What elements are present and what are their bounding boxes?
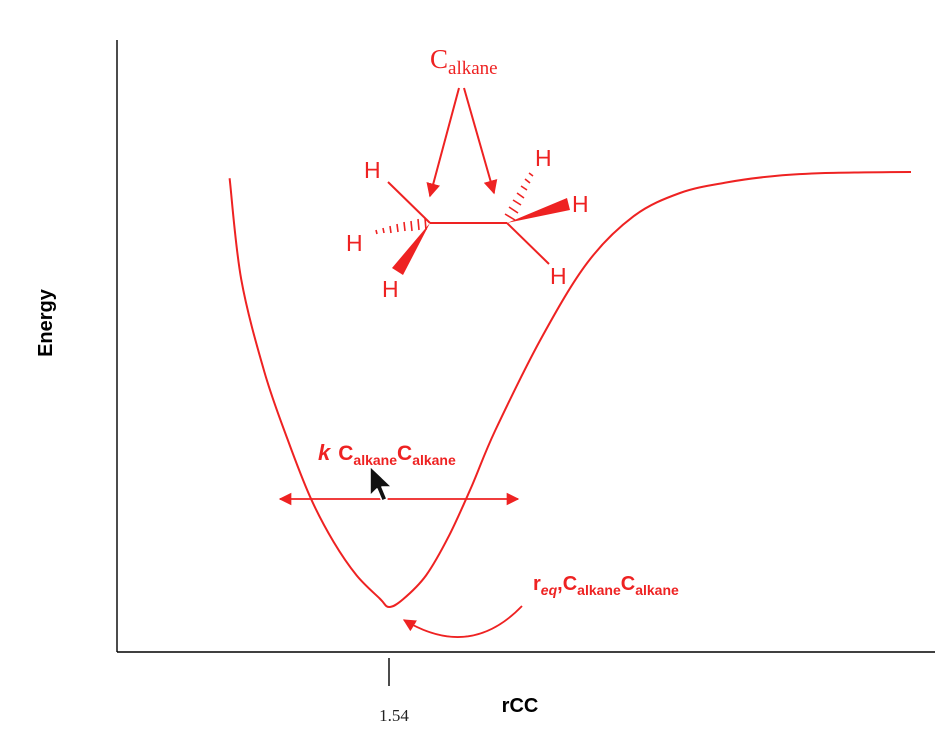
hydrogen-label-2: H (346, 230, 363, 256)
x-tick-label: 1.54 (379, 706, 409, 725)
hydrogen-label-6: H (550, 263, 567, 289)
ch-bond-upper-left (387, 181, 431, 224)
equilibrium-distance-label: req,CalkaneCalkane (533, 573, 679, 598)
carbon-pointer-arrow-right (463, 87, 498, 195)
hashed-bond-right (504, 172, 534, 221)
molecule-carbon-label: Calkane (430, 44, 498, 79)
y-axis-label: Energy (35, 288, 57, 357)
force-constant-label: k CalkaneCalkane (318, 440, 456, 468)
hydrogen-label-4: H (535, 145, 552, 171)
hydrogen-label-5: H (572, 191, 589, 217)
mouse-pointer-icon (369, 465, 393, 502)
wedge-bond-right (507, 198, 570, 223)
energy-curve-line (228, 171, 912, 608)
wedge-bond-left (392, 223, 430, 275)
equilibrium-pointer-arrow (402, 605, 523, 638)
x-axis-label: rCC (502, 695, 539, 717)
carbon-pointer-arrow-left (426, 87, 460, 198)
ethane-structure: H H H H H H (346, 145, 589, 302)
hydrogen-label-1: H (364, 157, 381, 183)
hydrogen-label-3: H (382, 276, 399, 302)
hashed-bond-left (375, 217, 427, 235)
ch-bond-lower-right (506, 222, 550, 265)
